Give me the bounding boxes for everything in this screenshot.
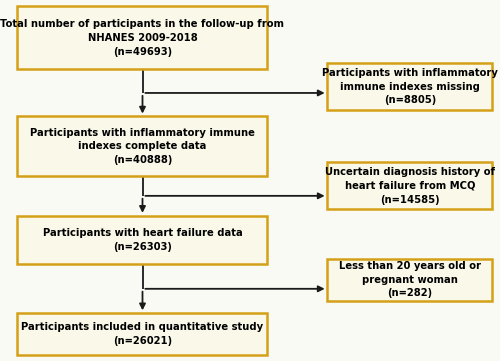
FancyBboxPatch shape bbox=[18, 6, 268, 69]
FancyBboxPatch shape bbox=[18, 313, 268, 355]
FancyBboxPatch shape bbox=[18, 216, 268, 264]
Text: Participants included in quantitative study
(n=26021): Participants included in quantitative st… bbox=[22, 322, 264, 346]
Text: Participants with heart failure data
(n=26303): Participants with heart failure data (n=… bbox=[42, 228, 242, 252]
Text: Total number of participants in the follow-up from
NHANES 2009-2018
(n=49693): Total number of participants in the foll… bbox=[0, 19, 284, 57]
Text: Participants with inflammatory immune
indexes complete data
(n=40888): Participants with inflammatory immune in… bbox=[30, 127, 255, 165]
FancyBboxPatch shape bbox=[328, 63, 492, 110]
Text: Less than 20 years old or
pregnant woman
(n=282): Less than 20 years old or pregnant woman… bbox=[339, 261, 481, 299]
FancyBboxPatch shape bbox=[328, 259, 492, 300]
Text: Uncertain diagnosis history of
heart failure from MCQ
(n=14585): Uncertain diagnosis history of heart fai… bbox=[325, 167, 495, 205]
FancyBboxPatch shape bbox=[18, 116, 268, 176]
Text: Participants with inflammatory
immune indexes missing
(n=8805): Participants with inflammatory immune in… bbox=[322, 68, 498, 105]
FancyBboxPatch shape bbox=[328, 162, 492, 209]
